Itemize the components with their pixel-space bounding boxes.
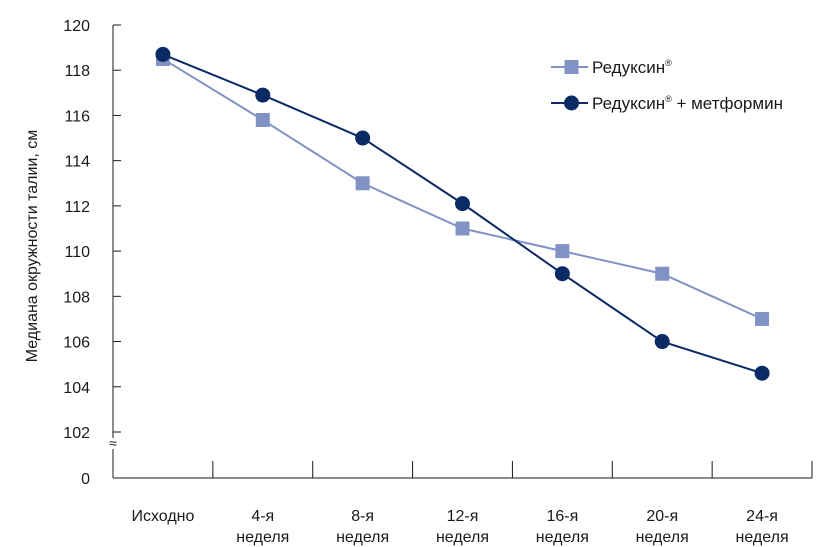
legend-item-2: Редуксин® + метформин <box>551 94 783 113</box>
y-tick-label: 0 <box>81 471 90 488</box>
y-tick-label: 106 <box>63 335 90 352</box>
data-point-square <box>255 112 270 127</box>
y-tick-label: 102 <box>63 425 90 442</box>
x-tick-label: 8-я неделя <box>336 508 389 546</box>
data-point-circle <box>455 196 470 212</box>
data-point-square <box>655 266 670 281</box>
legend-label: Редуксин® <box>592 58 672 77</box>
y-tick-label: 110 <box>64 244 90 261</box>
data-point-circle <box>155 46 171 62</box>
data-point-square <box>455 221 470 236</box>
series-layer <box>155 46 770 381</box>
legend-label: Редуксин® + метформин <box>592 94 783 113</box>
y-tick-label: 116 <box>64 108 90 125</box>
x-tick-label: 24-я неделя <box>736 508 789 546</box>
data-point-circle <box>754 365 770 381</box>
axes: ≈0 102 104 106 108 110 112 114 116 118 120 Исходно 4… <box>24 18 813 546</box>
series-2 <box>155 46 770 381</box>
y-axis-break: ≈ <box>109 435 117 451</box>
y-axis-label: Медиана окружности талии, см <box>24 130 41 363</box>
y-tick-label: 120 <box>63 18 90 35</box>
x-tick-label: 20-я неделя <box>636 508 689 546</box>
data-point-circle <box>255 87 271 103</box>
y-tick-label: 108 <box>63 289 90 306</box>
data-point-square <box>555 244 570 259</box>
x-tick-label: Исходно <box>131 508 194 525</box>
data-point-circle <box>355 130 371 146</box>
series-1 <box>155 51 770 326</box>
data-point-square <box>355 176 370 191</box>
data-point-circle <box>654 334 670 350</box>
y-tick-label: 112 <box>64 199 90 216</box>
y-tick-label: 114 <box>64 154 90 171</box>
y-tick-label: 118 <box>64 63 90 80</box>
x-tick-label: 4-я неделя <box>236 508 289 546</box>
legend-marker-circle <box>564 95 579 111</box>
x-tick-label: 16-я неделя <box>536 508 589 546</box>
legend-marker-square <box>564 60 579 74</box>
legend: Редуксин® Редуксин® + метформин <box>551 58 783 113</box>
legend-item-1: Редуксин® <box>551 58 672 77</box>
y-tick-label: 104 <box>63 380 90 397</box>
data-point-circle <box>554 266 570 282</box>
x-tick-label: 12-я неделя <box>436 508 489 546</box>
data-point-square <box>755 311 770 326</box>
